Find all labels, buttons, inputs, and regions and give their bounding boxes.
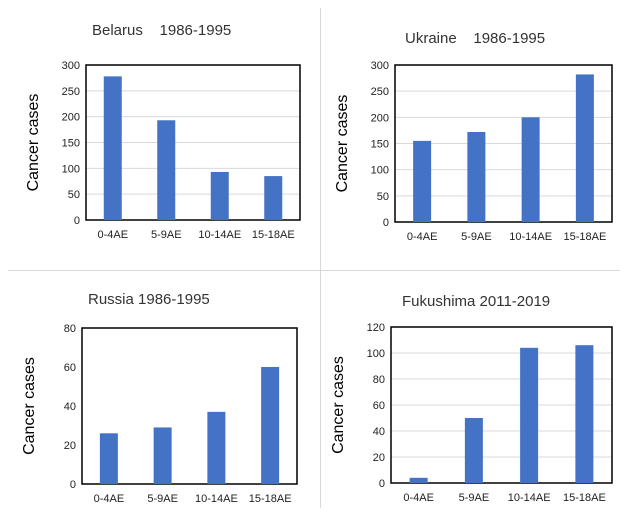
bar bbox=[520, 347, 539, 483]
y-tick-label: 300 bbox=[371, 60, 389, 72]
bar bbox=[575, 74, 594, 222]
y-axis-label: Cancer cases bbox=[21, 357, 38, 455]
y-tick-label: 150 bbox=[62, 138, 80, 150]
y-tick-label: 80 bbox=[64, 323, 76, 335]
x-tick-label: 0-4AE bbox=[94, 493, 125, 505]
plot-frame bbox=[81, 327, 298, 485]
bar bbox=[207, 411, 226, 484]
chart-title-belarus: Belarus 1986-1995 bbox=[92, 22, 232, 39]
y-tick-label: 150 bbox=[371, 139, 389, 151]
bar bbox=[413, 140, 432, 222]
y-tick-label: 80 bbox=[373, 374, 385, 386]
y-axis-label: Cancer cases bbox=[25, 94, 42, 192]
y-tick-label: 300 bbox=[62, 60, 80, 72]
y-axis-label: Cancer cases bbox=[334, 95, 351, 193]
x-tick-label: 5-9AE bbox=[147, 493, 178, 505]
y-tick-label: 50 bbox=[377, 191, 389, 203]
bar bbox=[264, 176, 283, 220]
bar bbox=[157, 120, 176, 220]
bar bbox=[521, 117, 540, 222]
y-tick-label: 0 bbox=[379, 478, 385, 490]
x-tick-label: 10-14AE bbox=[509, 231, 552, 243]
bar bbox=[153, 427, 172, 484]
bar bbox=[409, 477, 428, 483]
y-tick-label: 60 bbox=[64, 362, 76, 374]
bar bbox=[103, 76, 122, 220]
bar bbox=[261, 367, 280, 484]
x-tick-label: 15-18AE bbox=[252, 229, 295, 241]
y-tick-label: 0 bbox=[70, 479, 76, 491]
x-tick-label: 0-4AE bbox=[407, 231, 438, 243]
y-tick-label: 40 bbox=[373, 426, 385, 438]
bar bbox=[210, 171, 229, 220]
y-tick-label: 40 bbox=[64, 401, 76, 413]
plot-frame bbox=[85, 64, 301, 221]
x-tick-label: 15-18AE bbox=[563, 231, 606, 243]
y-tick-label: 250 bbox=[371, 86, 389, 98]
x-tick-label: 0-4AE bbox=[403, 492, 434, 504]
y-tick-label: 0 bbox=[74, 215, 80, 227]
x-tick-label: 5-9AE bbox=[459, 492, 490, 504]
y-tick-label: 20 bbox=[64, 440, 76, 452]
x-tick-label: 10-14AE bbox=[508, 492, 551, 504]
x-tick-label: 0-4AE bbox=[97, 229, 128, 241]
bar bbox=[464, 418, 483, 483]
y-tick-label: 60 bbox=[373, 400, 385, 412]
bar bbox=[575, 345, 594, 483]
horizontal-divider bbox=[8, 270, 620, 271]
y-tick-label: 50 bbox=[68, 189, 80, 201]
x-tick-label: 5-9AE bbox=[461, 231, 492, 243]
y-tick-label: 0 bbox=[383, 217, 389, 229]
bar bbox=[99, 433, 118, 484]
y-tick-label: 200 bbox=[62, 112, 80, 124]
chart-title-russia: Russia 1986-1995 bbox=[88, 291, 210, 308]
vertical-divider bbox=[320, 8, 321, 508]
y-tick-label: 120 bbox=[367, 322, 385, 334]
x-tick-label: 10-14AE bbox=[195, 493, 238, 505]
x-tick-label: 10-14AE bbox=[198, 229, 241, 241]
x-tick-label: 15-18AE bbox=[563, 492, 606, 504]
y-tick-label: 100 bbox=[371, 165, 389, 177]
y-tick-label: 20 bbox=[373, 452, 385, 464]
y-axis-label: Cancer cases bbox=[330, 356, 347, 454]
x-tick-label: 5-9AE bbox=[151, 229, 182, 241]
plot-frame bbox=[390, 326, 613, 484]
chart-title-ukraine: Ukraine 1986-1995 bbox=[405, 30, 546, 47]
chart-title-fukushima: Fukushima 2011-2019 bbox=[402, 293, 551, 310]
y-tick-label: 100 bbox=[367, 348, 385, 360]
y-tick-label: 250 bbox=[62, 86, 80, 98]
x-tick-label: 15-18AE bbox=[249, 493, 292, 505]
bar bbox=[467, 131, 486, 222]
plot-frame bbox=[394, 64, 613, 223]
y-tick-label: 200 bbox=[371, 112, 389, 124]
y-tick-label: 100 bbox=[62, 163, 80, 175]
